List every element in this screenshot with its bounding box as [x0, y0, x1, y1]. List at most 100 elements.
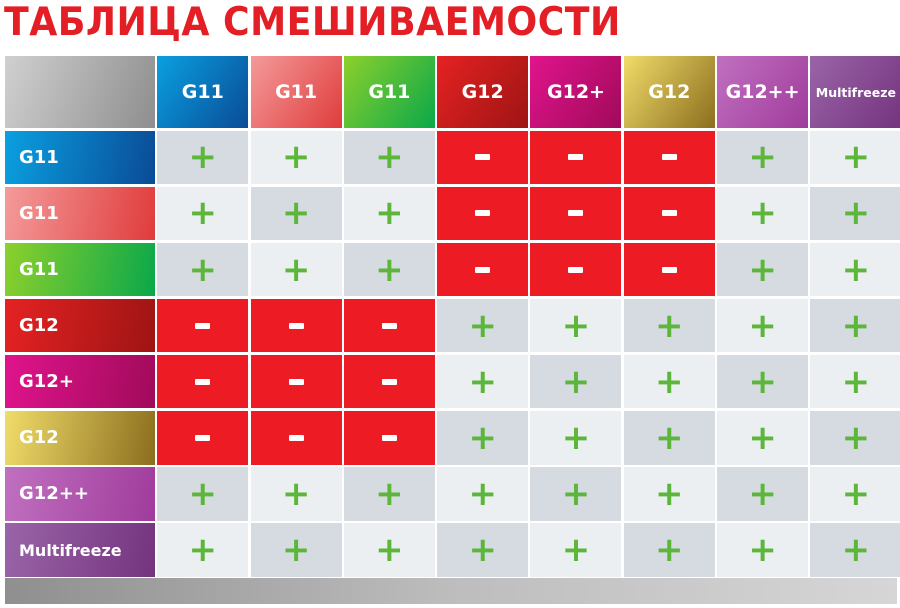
cell-compatible: +	[157, 130, 249, 185]
cell-incompatible	[437, 186, 529, 241]
plus-icon: +	[655, 530, 684, 570]
cell-compatible: +	[717, 130, 809, 185]
minus-icon	[568, 154, 584, 161]
cell-compatible: +	[157, 467, 249, 521]
minus-icon	[195, 322, 211, 329]
column-header: Multifreeze	[810, 56, 900, 128]
plus-icon: +	[561, 361, 591, 402]
cell-compatible: +	[530, 523, 622, 577]
cell-compatible: +	[810, 298, 900, 353]
column-header: G12+	[530, 56, 622, 128]
cell-compatible: +	[623, 354, 715, 409]
cell-compatible: +	[437, 298, 529, 353]
cell-compatible: +	[810, 242, 900, 297]
plus-icon: +	[748, 193, 777, 234]
plus-icon: +	[748, 249, 777, 290]
cell-compatible: +	[717, 354, 809, 409]
plus-icon: +	[841, 249, 871, 290]
minus-icon	[661, 266, 677, 273]
cell-compatible: +	[717, 298, 809, 353]
plus-icon: +	[188, 530, 218, 570]
cell-incompatible	[437, 242, 529, 297]
plus-icon: +	[188, 137, 218, 178]
cell-incompatible	[530, 186, 622, 241]
row-header: G11	[5, 186, 155, 241]
plus-icon: +	[375, 473, 404, 514]
row-header: G12	[5, 411, 155, 465]
cell-compatible: +	[717, 523, 809, 577]
plus-icon: +	[655, 417, 684, 458]
plus-icon: +	[561, 530, 591, 570]
plus-icon: +	[655, 305, 684, 346]
cell-compatible: +	[810, 467, 900, 521]
cell-compatible: +	[157, 523, 249, 577]
cell-compatible: +	[810, 130, 900, 185]
column-header: G11	[250, 56, 342, 128]
minus-icon	[381, 322, 397, 329]
plus-icon: +	[281, 249, 311, 290]
cell-compatible: +	[343, 186, 435, 241]
cell-compatible: +	[157, 242, 249, 297]
cell-incompatible	[437, 130, 529, 185]
plus-icon: +	[748, 137, 777, 178]
cell-compatible: +	[250, 467, 342, 521]
plus-icon: +	[468, 530, 497, 570]
plus-icon: +	[188, 249, 218, 290]
plus-icon: +	[841, 137, 871, 178]
plus-icon: +	[281, 530, 311, 570]
row-header: G12	[5, 298, 155, 353]
plus-icon: +	[748, 417, 777, 458]
column-header: G12	[437, 56, 529, 128]
cell-compatible: +	[437, 354, 529, 409]
page-title: ТАБЛИЦА СМЕШИВАЕМОСТИ	[4, 0, 621, 45]
cell-compatible: +	[530, 467, 622, 521]
minus-icon	[568, 266, 584, 273]
cell-compatible: +	[437, 523, 529, 577]
row-header: G12+	[5, 354, 155, 409]
cell-incompatible	[343, 411, 435, 465]
cell-compatible: +	[157, 186, 249, 241]
plus-icon: +	[468, 473, 497, 514]
cell-incompatible	[250, 411, 342, 465]
plus-icon: +	[655, 361, 684, 402]
cell-incompatible	[343, 354, 435, 409]
row-header: G11	[5, 242, 155, 297]
cell-incompatible	[343, 298, 435, 353]
plus-icon: +	[375, 249, 404, 290]
minus-icon	[288, 434, 304, 441]
cell-compatible: +	[530, 298, 622, 353]
plus-icon: +	[561, 473, 591, 514]
minus-icon	[288, 378, 304, 385]
plus-icon: +	[375, 530, 404, 570]
plus-icon: +	[188, 193, 218, 234]
cell-incompatible	[623, 242, 715, 297]
plus-icon: +	[281, 473, 311, 514]
plus-icon: +	[748, 530, 777, 570]
plus-icon: +	[188, 473, 218, 514]
cell-compatible: +	[810, 523, 900, 577]
plus-icon: +	[281, 137, 311, 178]
minus-icon	[568, 210, 584, 217]
cell-compatible: +	[717, 186, 809, 241]
plus-icon: +	[841, 193, 871, 234]
row-header: Multifreeze	[5, 523, 155, 577]
cell-compatible: +	[623, 298, 715, 353]
minus-icon	[195, 434, 211, 441]
cell-compatible: +	[343, 467, 435, 521]
cell-compatible: +	[437, 467, 529, 521]
plus-icon: +	[841, 417, 871, 458]
cell-compatible: +	[623, 411, 715, 465]
cell-incompatible	[157, 354, 249, 409]
cell-incompatible	[157, 298, 249, 353]
cell-incompatible	[530, 130, 622, 185]
cell-compatible: +	[623, 467, 715, 521]
cell-compatible: +	[717, 411, 809, 465]
cell-compatible: +	[437, 411, 529, 465]
cell-compatible: +	[343, 523, 435, 577]
table-corner	[5, 56, 155, 128]
plus-icon: +	[748, 473, 777, 514]
plus-icon: +	[841, 530, 871, 570]
cell-incompatible	[250, 298, 342, 353]
plus-icon: +	[468, 361, 497, 402]
cell-incompatible	[157, 411, 249, 465]
